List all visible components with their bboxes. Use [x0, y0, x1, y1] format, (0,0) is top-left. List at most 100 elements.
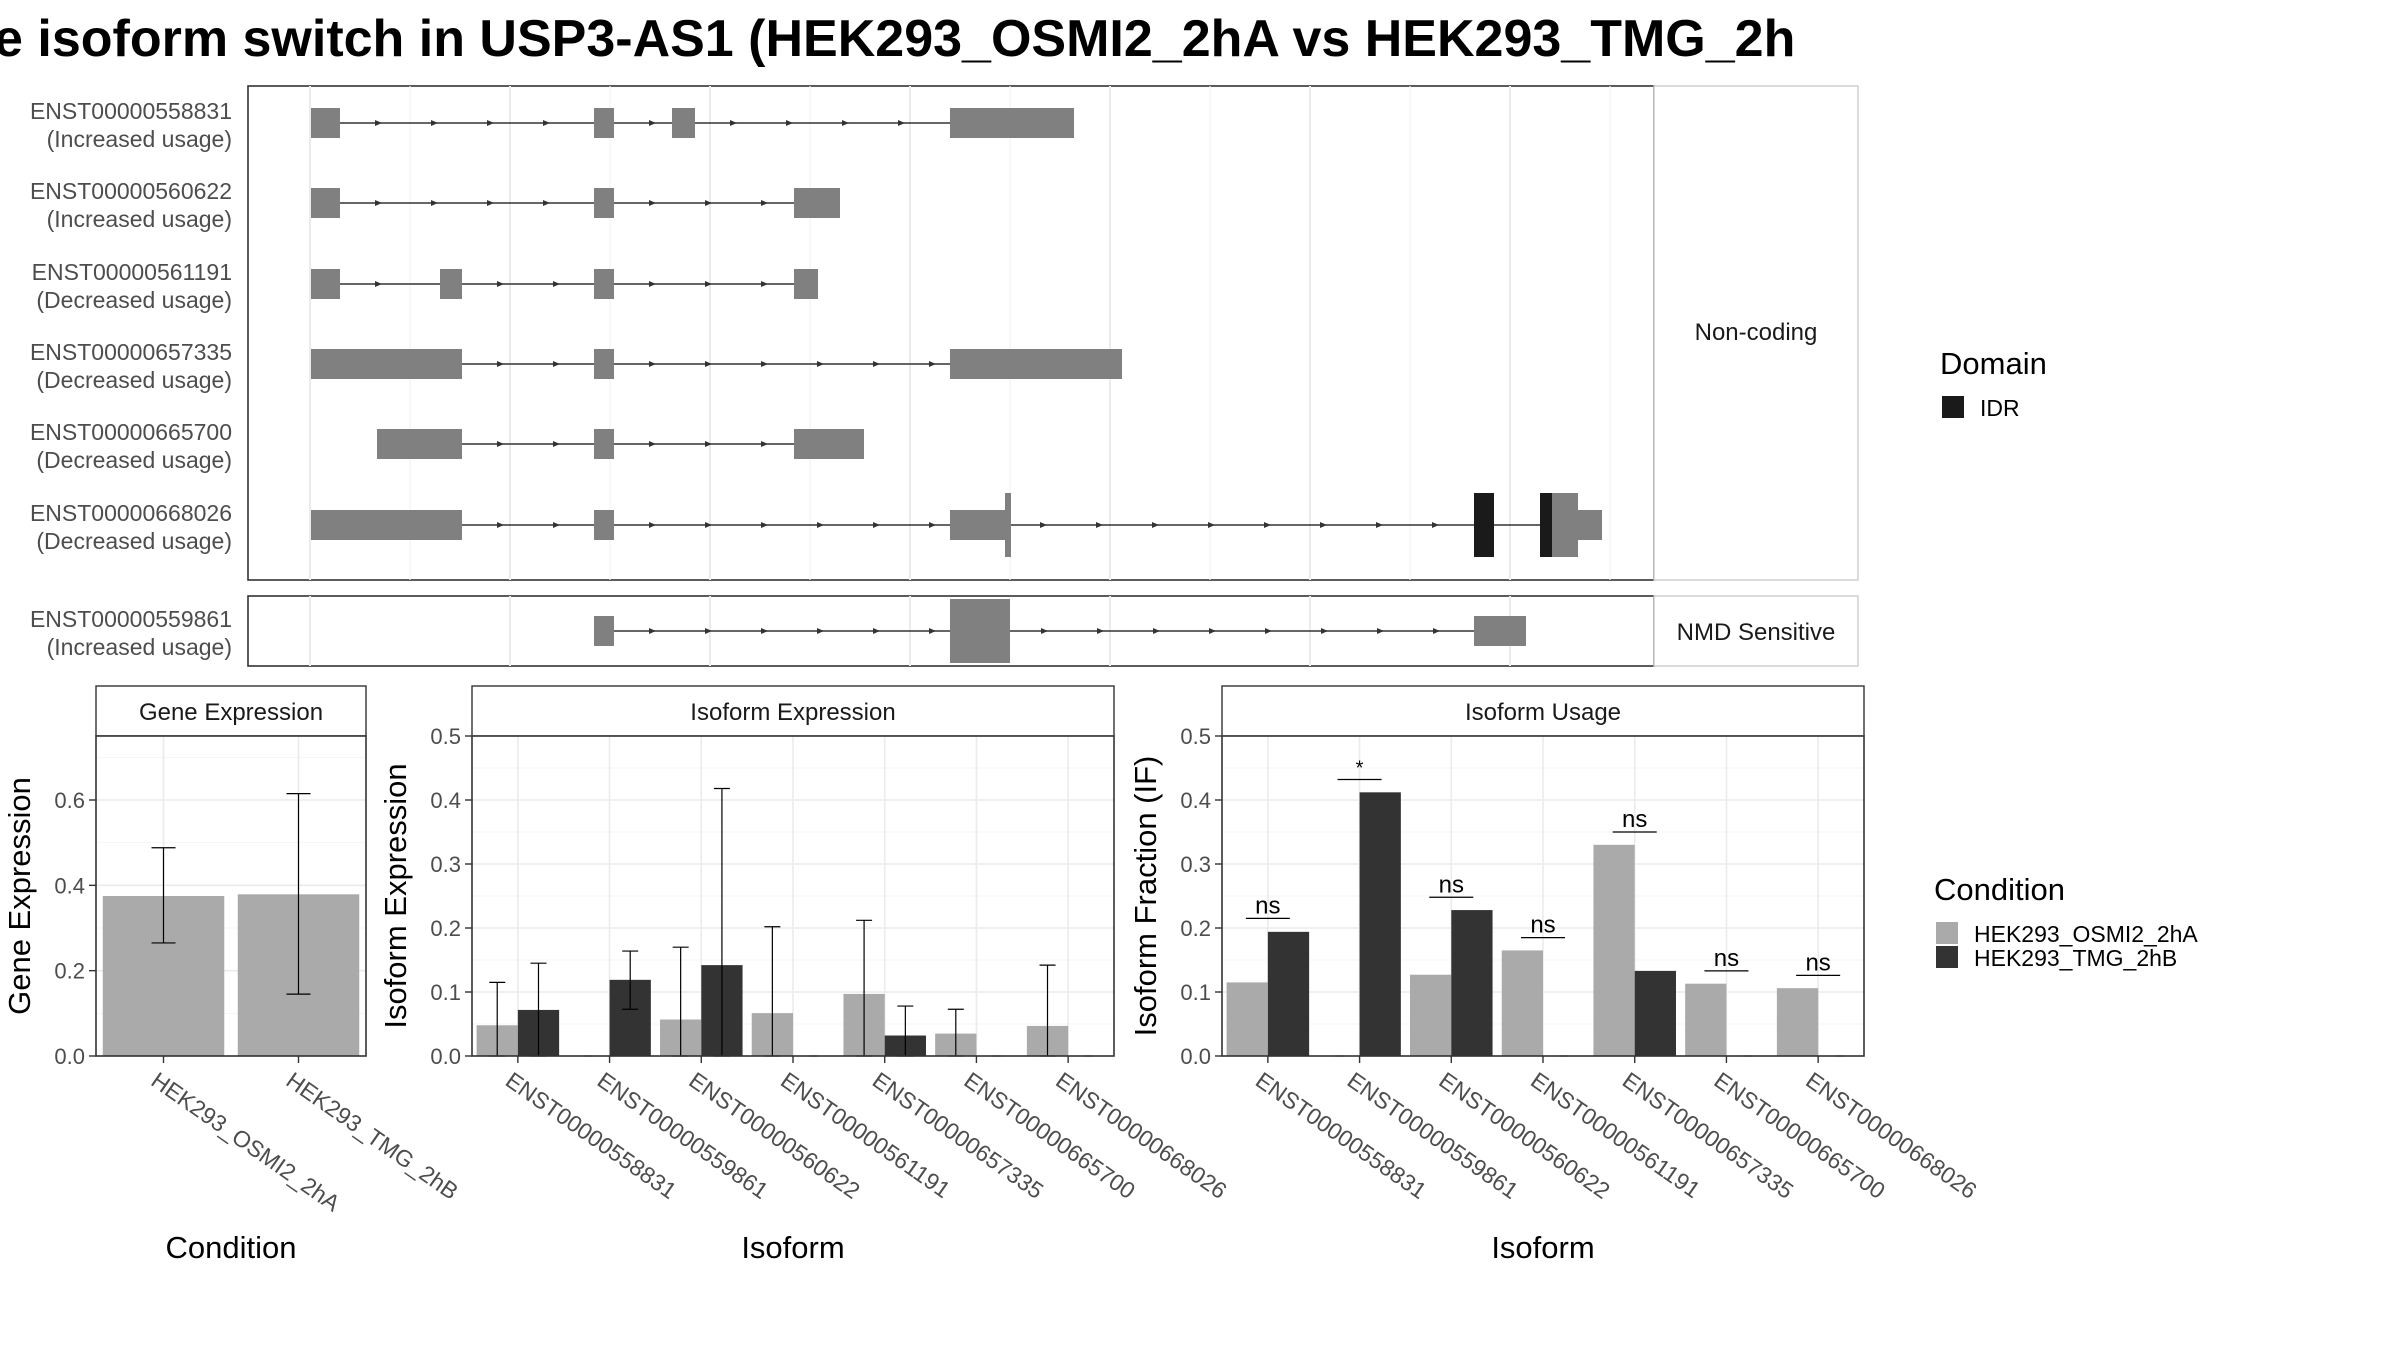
y-tick-label: 0.0 [54, 1044, 85, 1069]
exon-block [672, 108, 695, 138]
intron-direction-arrow [487, 200, 494, 206]
intron-direction-arrow [761, 200, 768, 206]
x-axis-title: Isoform [1491, 1230, 1594, 1265]
domain-legend: Domain IDR [1940, 346, 2047, 421]
intron-direction-arrow [497, 281, 504, 287]
exon-block [1474, 616, 1526, 646]
intron-direction-arrow [375, 200, 382, 206]
intron-direction-arrow [375, 281, 382, 287]
isoform-usage-chart: Isoform Usage ns * ns ns ns ns ns 0.0 0.1 0.2 0.3 0.… [1128, 685, 1982, 1265]
intron-direction-arrow [761, 441, 768, 447]
y-tick-label: 0.6 [54, 788, 85, 813]
intron-direction-arrow [497, 441, 504, 447]
intron-direction-arrow [1152, 522, 1159, 528]
intron-direction-arrow [1264, 522, 1271, 528]
transcript-structure-panel: ENST00000558831(Increased usage)ENST0000… [30, 85, 1859, 667]
intron-direction-arrow [553, 441, 560, 447]
transcript-row: ENST00000559861(Increased usage) [30, 599, 1526, 663]
intron-direction-arrow [761, 522, 768, 528]
intron-direction-arrow [553, 522, 560, 528]
intron-direction-arrow [929, 628, 936, 634]
y-tick-label: 0.2 [430, 916, 461, 941]
exon-block [440, 269, 462, 299]
intron-direction-arrow [705, 522, 712, 528]
intron-direction-arrow [817, 522, 824, 528]
transcript-id-label: ENST00000560622 [30, 178, 232, 204]
intron-direction-arrow [649, 522, 656, 528]
intron-direction-arrow [1433, 628, 1440, 634]
significance-label: ns [1714, 945, 1739, 972]
intron-direction-arrow [431, 200, 438, 206]
x-axis-title: Condition [166, 1230, 297, 1265]
panel-strip [1221, 685, 1865, 737]
exon-block [794, 269, 818, 299]
domain-legend-label-idr: IDR [1980, 395, 2020, 421]
domain-legend-title: Domain [1940, 346, 2047, 381]
intron-direction-arrow [705, 628, 712, 634]
x-axis-title: Isoform [741, 1230, 844, 1265]
y-axis-title: Isoform Fraction (IF) [1128, 756, 1163, 1037]
exon-block [594, 616, 614, 646]
facet-strip-non-coding [1653, 85, 1859, 581]
x-tick-label: ENST00000558831 [501, 1067, 681, 1204]
condition-legend: Condition HEK293_OSMI2_2hA HEK293_TMG_2h… [1934, 872, 2198, 971]
intron-direction-arrow [761, 361, 768, 367]
transcript-usage-label: (Decreased usage) [36, 367, 232, 393]
x-tick-label: ENST00000668026 [1051, 1067, 1231, 1204]
transcript-row: ENST00000561191(Decreased usage) [32, 259, 818, 313]
intron-direction-arrow [761, 281, 768, 287]
intron-direction-arrow [649, 361, 656, 367]
exon-block [1005, 493, 1011, 557]
intron-direction-arrow [649, 200, 656, 206]
intron-direction-arrow [786, 120, 793, 126]
intron-direction-arrow [431, 120, 438, 126]
transcript-row: ENST00000560622(Increased usage) [30, 178, 840, 232]
facet-label-non-coding: Non-coding [1695, 319, 1818, 346]
bar [1634, 970, 1676, 1056]
y-tick-label: 0.2 [1180, 916, 1211, 941]
exon-block [594, 510, 614, 540]
intron-direction-arrow [1096, 522, 1103, 528]
intron-direction-arrow [543, 120, 550, 126]
intron-direction-arrow [705, 361, 712, 367]
y-tick-label: 0.4 [54, 873, 85, 898]
intron-direction-arrow [487, 120, 494, 126]
condition-legend-swatch-a [1936, 922, 1958, 944]
condition-legend-swatch-b [1936, 946, 1958, 968]
x-tick-label: ENST00000668026 [1801, 1067, 1981, 1204]
panel-strip [471, 685, 1115, 737]
intron-direction-arrow [761, 628, 768, 634]
transcript-id-label: ENST00000559861 [30, 606, 232, 632]
intron-direction-arrow [1376, 522, 1383, 528]
exon-block [311, 349, 462, 379]
intron-direction-arrow [497, 361, 504, 367]
intron-direction-arrow [543, 200, 550, 206]
intron-direction-arrow [553, 361, 560, 367]
y-tick-label: 0.3 [430, 852, 461, 877]
x-tick-label: ENST00000657335 [1618, 1067, 1798, 1204]
transcript-id-label: ENST00000561191 [32, 259, 232, 285]
intron-direction-arrow [375, 120, 382, 126]
y-tick-label: 0.0 [430, 1044, 461, 1069]
significance-label: ns [1805, 949, 1830, 976]
exon-block [950, 510, 1005, 540]
intron-direction-arrow [1097, 628, 1104, 634]
y-tick-label: 0.5 [430, 724, 461, 749]
intron-direction-arrow [873, 361, 880, 367]
figure-title: e isoform switch in USP3-AS1 (HEK293_OSM… [0, 10, 1795, 68]
intron-direction-arrow [1209, 628, 1216, 634]
significance-label: ns [1255, 892, 1280, 919]
intron-direction-arrow [649, 628, 656, 634]
transcript-usage-label: (Increased usage) [47, 206, 232, 232]
condition-legend-title: Condition [1934, 872, 2065, 907]
intron-direction-arrow [873, 628, 880, 634]
exon-block [311, 108, 340, 138]
bar [1451, 910, 1493, 1056]
intron-direction-arrow [1320, 522, 1327, 528]
transcript-row: ENST00000668026(Decreased usage) [30, 493, 1602, 557]
condition-legend-label-b: HEK293_TMG_2hB [1974, 945, 2177, 971]
transcript-id-label: ENST00000665700 [30, 419, 232, 445]
exon-block [311, 269, 340, 299]
y-tick-label: 0.4 [1180, 788, 1211, 813]
